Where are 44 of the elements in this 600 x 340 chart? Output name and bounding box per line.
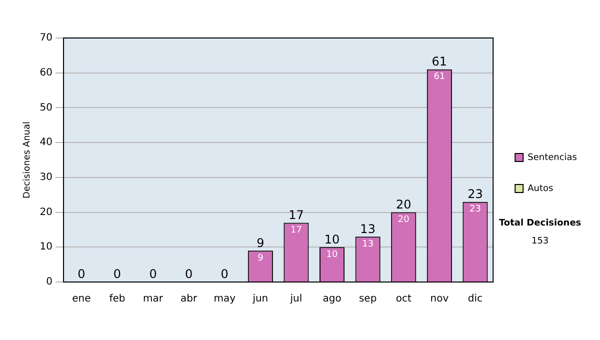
data-label: 23 (469, 204, 481, 215)
legend-label: Autos (528, 184, 554, 194)
y-axis-title: Decisiones Anual (22, 122, 33, 198)
y-tick-label: 0 (46, 276, 53, 288)
x-tick-label: sep (358, 294, 377, 305)
x-tick-label: jul (289, 294, 302, 305)
total-label: 23 (468, 186, 483, 201)
data-label: 9 (258, 253, 264, 264)
data-label: 13 (362, 240, 374, 250)
x-tick-label: feb (109, 294, 126, 305)
x-tick-label: abr (180, 294, 198, 305)
total-label: 0 (149, 267, 157, 282)
y-tick-label: 40 (40, 137, 53, 148)
total-label: 0 (220, 267, 228, 282)
total-label: 0 (78, 267, 86, 282)
data-label: 17 (290, 226, 302, 236)
text: Total Decisiones (498, 218, 582, 228)
legend-label: Sentencias (528, 152, 578, 163)
y-tick-label: 20 (40, 206, 53, 218)
x-tick-label: may (214, 294, 236, 305)
x-tick-label: dic (468, 294, 483, 305)
y-tick-label: 70 (40, 32, 53, 44)
x-tick-label: ene (72, 294, 91, 305)
total-label: 13 (360, 222, 376, 236)
total-label: 61 (432, 54, 448, 68)
y-tick-label: 10 (40, 242, 53, 253)
y-tick-label: 60 (40, 67, 53, 78)
total-label: 17 (288, 208, 304, 222)
x-tick-label: nov (430, 294, 449, 305)
total-label: 0 (113, 267, 122, 282)
x-tick-label: oct (396, 294, 412, 305)
data-label: 10 (326, 250, 338, 260)
total-label: 20 (396, 197, 412, 212)
y-tick-label: 30 (40, 172, 53, 184)
total-label: 10 (324, 232, 340, 246)
x-tick-label: ago (322, 294, 342, 305)
total-label: 9 (256, 236, 264, 250)
y-tick-label: 50 (40, 102, 53, 114)
data-label: 61 (434, 72, 446, 82)
total-label: 0 (185, 267, 193, 282)
x-tick-label: mar (143, 294, 164, 305)
data-label: 20 (398, 215, 410, 226)
x-tick-label: jun (252, 294, 268, 305)
text: 153 (531, 236, 549, 246)
